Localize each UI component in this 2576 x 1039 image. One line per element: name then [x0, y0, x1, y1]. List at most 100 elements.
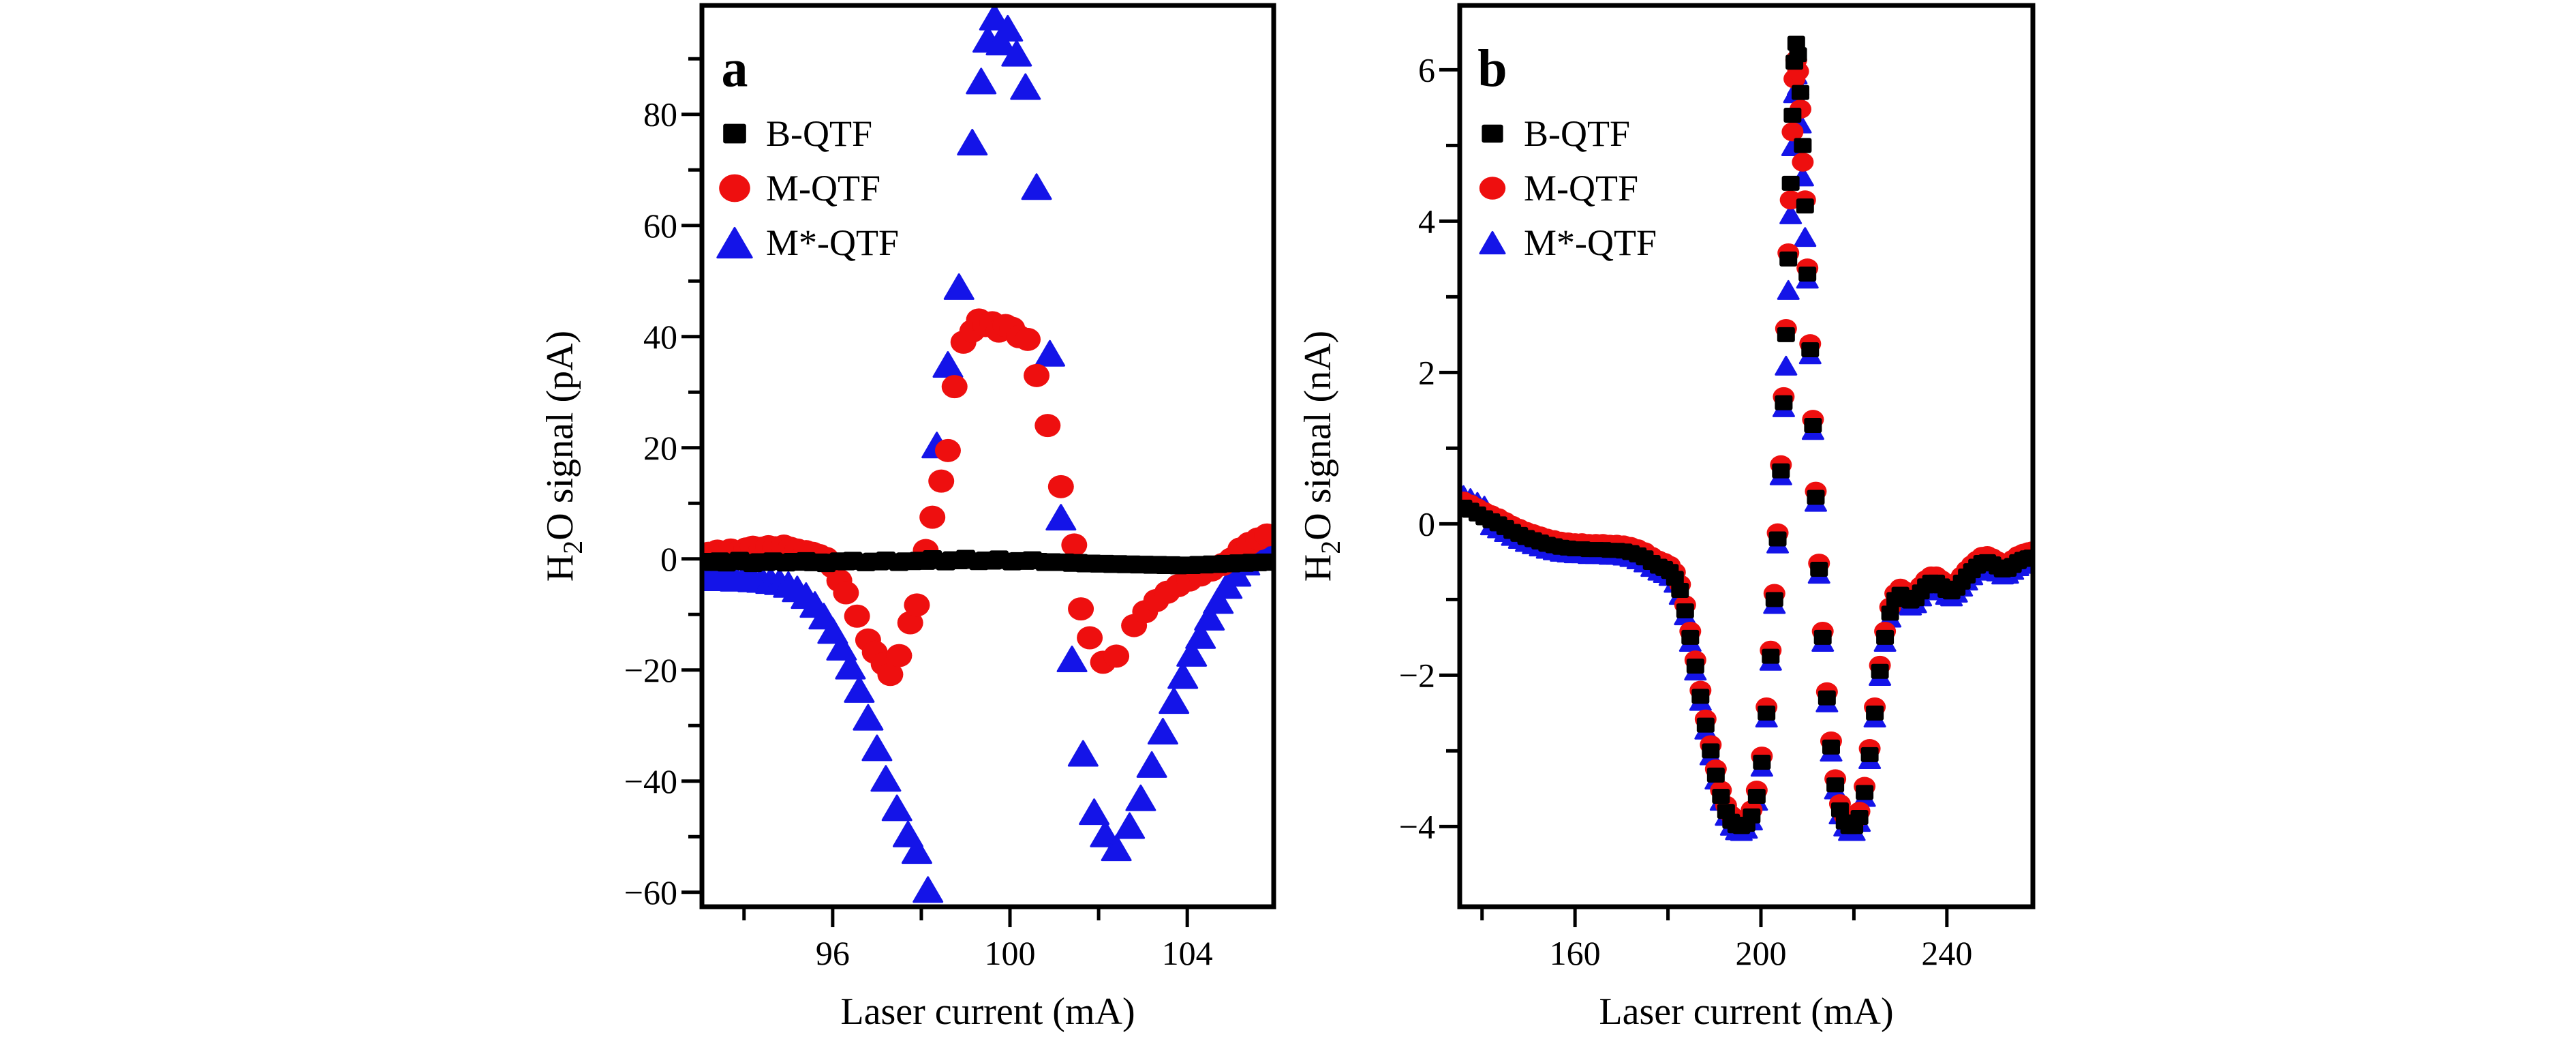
- data-point: [1034, 340, 1066, 367]
- data-point: [919, 505, 946, 529]
- data-point: [1079, 798, 1110, 826]
- y-tick-label: 40: [643, 318, 677, 356]
- data-point: [2023, 549, 2033, 565]
- legend-label: M-QTF: [1524, 168, 1638, 209]
- data-point: [1871, 663, 1889, 679]
- data-point: [1789, 47, 1807, 63]
- panel-b-plot-area: [1460, 35, 2033, 841]
- panel-letter-a: a: [722, 39, 748, 98]
- data-point: [1090, 820, 1121, 847]
- series-B-QTF: [1460, 35, 2033, 834]
- data-point: [1010, 73, 1041, 100]
- data-point: [1702, 743, 1720, 759]
- data-point: [1794, 138, 1812, 153]
- y-tick-label: −20: [624, 651, 677, 689]
- data-point: [826, 633, 857, 661]
- data-point: [1676, 603, 1694, 618]
- data-point: [1024, 363, 1050, 387]
- data-point: [861, 734, 893, 762]
- data-point: [1706, 767, 1725, 783]
- y-tick-label: 80: [643, 95, 677, 134]
- data-point: [1777, 280, 1800, 300]
- data-point: [957, 129, 988, 156]
- legend-marker-square: [723, 123, 746, 144]
- data-point: [1681, 629, 1700, 645]
- y-tick-label: −60: [624, 873, 677, 912]
- data-point: [844, 604, 870, 628]
- data-point: [934, 438, 961, 462]
- y-axis-title: H2O signal (nA): [1297, 331, 1346, 582]
- panel-a-legend: B-QTF M-QTF M*-QTF: [716, 113, 899, 263]
- data-point: [1792, 152, 1814, 172]
- x-tick-label: 160: [1550, 934, 1601, 972]
- data-point: [881, 794, 913, 822]
- data-point: [1779, 251, 1798, 267]
- data-point: [1807, 490, 1825, 505]
- data-point: [913, 876, 944, 903]
- data-point: [941, 375, 968, 399]
- data-point: [1804, 418, 1822, 434]
- y-tick-label: 6: [1418, 50, 1435, 89]
- panel-a-plot-area: [702, 5, 1274, 903]
- series-M-QTF: [702, 308, 1274, 687]
- data-point: [1077, 626, 1103, 650]
- data-point: [1765, 592, 1783, 607]
- x-tick-label: 104: [1162, 934, 1213, 972]
- legend-marker-square: [1482, 124, 1503, 143]
- data-point: [1034, 414, 1061, 438]
- y-axis-title: H2O signal (pA): [539, 331, 588, 582]
- data-point: [1068, 597, 1094, 621]
- legend-label: M-QTF: [766, 168, 880, 209]
- data-point: [1067, 740, 1099, 767]
- data-point: [1791, 85, 1809, 100]
- data-point: [1775, 395, 1793, 410]
- data-point: [1045, 504, 1077, 531]
- data-point: [1254, 523, 1274, 547]
- data-point: [928, 469, 955, 493]
- data-point: [979, 5, 1010, 31]
- data-point: [1176, 639, 1208, 667]
- data-point: [1696, 717, 1715, 733]
- y-tick-label: 2: [1418, 353, 1435, 391]
- data-point: [853, 704, 884, 731]
- data-point: [1666, 571, 1684, 586]
- data-point: [966, 67, 997, 95]
- data-point: [844, 676, 875, 703]
- data-point: [1779, 204, 1803, 224]
- data-point: [1261, 554, 1274, 571]
- series-Mstar-QTF: [702, 5, 1274, 903]
- data-point: [992, 14, 1024, 42]
- data-point: [1686, 659, 1704, 674]
- panel-letter-b: b: [1477, 39, 1507, 98]
- data-point: [1001, 40, 1032, 67]
- y-tick-label: −2: [1399, 656, 1435, 694]
- y-tick-label: 60: [643, 207, 677, 245]
- data-point: [1743, 808, 1761, 824]
- data-point: [1783, 107, 1802, 123]
- series-B-QTF: [702, 549, 1274, 575]
- data-point: [835, 652, 866, 680]
- data-point: [985, 29, 1017, 56]
- data-point: [833, 581, 859, 605]
- panel-b: 160 200 240 6 4 2 0 −2 −4 Laser current (mA) H2O s…: [1297, 3, 2036, 1033]
- data-point: [1762, 648, 1780, 664]
- data-point: [1876, 629, 1895, 645]
- panel-a-axes: 96 100 104 80 60 40 20 0 −20 −40 −60: [624, 57, 1213, 972]
- data-point: [1787, 35, 1805, 51]
- x-axis-title: Laser current (mA): [1599, 991, 1893, 1033]
- x-tick-label: 200: [1735, 934, 1786, 972]
- legend-marker-triangle: [716, 226, 753, 259]
- data-point: [1781, 122, 1804, 142]
- data-point: [1194, 603, 1225, 631]
- x-axis-title: Laser current (mA): [840, 991, 1135, 1033]
- data-point: [886, 644, 913, 667]
- panel-a: 96 100 104 80 60 40 20 0 −20 −40 −60 Laser current …: [539, 3, 1276, 1033]
- data-point: [1159, 687, 1190, 714]
- data-point: [1185, 622, 1216, 649]
- data-point: [1866, 705, 1884, 721]
- data-point: [1777, 327, 1795, 342]
- data-point: [1881, 605, 1899, 621]
- data-point: [1015, 327, 1041, 351]
- data-point: [1047, 475, 1074, 498]
